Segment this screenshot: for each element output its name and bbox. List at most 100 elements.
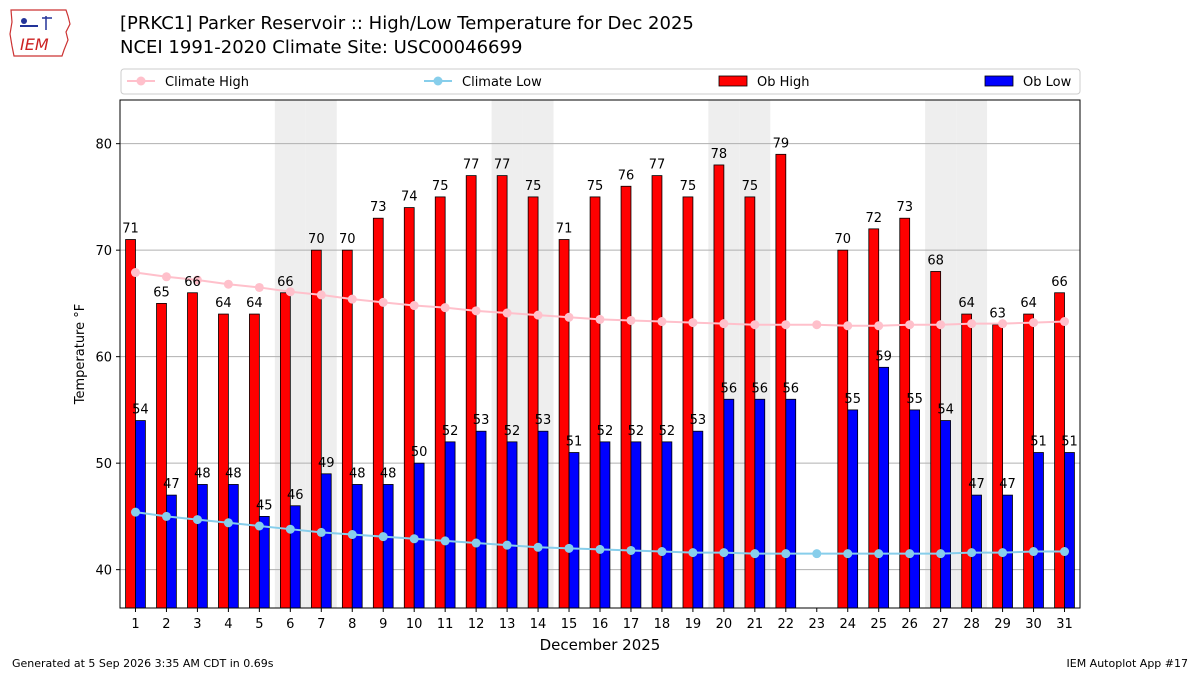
ob-high-bar-label: 77 (494, 158, 511, 173)
climate-low-point (347, 530, 357, 540)
ob-high-bar (280, 292, 291, 609)
ob-high-bar-label: 68 (927, 253, 944, 268)
ob-high-bar (682, 196, 694, 609)
chart-subtitle: NCEI 1991-2020 Climate Site: USC00046699 (120, 37, 523, 58)
x-tick-label: 21 (747, 617, 764, 632)
ob-low-bar (661, 441, 673, 609)
x-tick-label: 16 (592, 617, 609, 632)
climate-high-point (967, 319, 977, 329)
ob-high-bar-label: 66 (1051, 275, 1068, 290)
ob-low-bar-label: 48 (349, 466, 366, 481)
ob-low-bar-label: 54 (132, 403, 149, 418)
climate-low-point (533, 542, 543, 552)
app-id: IEM Autoplot App #17 (1066, 657, 1189, 670)
ob-high-bar (156, 303, 167, 609)
ob-low-bar (599, 441, 611, 609)
ob-high-bar (372, 217, 384, 609)
climate-high-point (223, 279, 233, 289)
ob-low-bar-label: 47 (163, 477, 180, 492)
x-tick-label: 8 (348, 617, 356, 632)
ob-high-bar-label: 64 (215, 296, 232, 311)
climate-high-point (750, 320, 760, 330)
climate-low-point (564, 543, 574, 553)
ob-high-bar-label: 72 (865, 211, 882, 226)
climate-high-point (502, 308, 512, 318)
ob-low-bar-label: 48 (225, 466, 242, 481)
climate-low-point (688, 548, 698, 558)
climate-high-point (409, 301, 419, 311)
climate-high-point (471, 306, 481, 316)
climate-high-point (564, 312, 574, 322)
ob-high-bar-label: 75 (525, 179, 542, 194)
ob-low-bar (444, 441, 456, 609)
climate-low-point (657, 547, 667, 557)
legend-marker-climate-high (136, 76, 146, 86)
ob-high-bar-label: 77 (649, 158, 666, 173)
x-tick-label: 25 (870, 617, 887, 632)
y-tick-label: 40 (95, 564, 112, 579)
ob-high-bar-label: 64 (958, 296, 975, 311)
ob-high-bar-label: 63 (989, 307, 1006, 322)
ob-low-bar (320, 473, 332, 609)
climate-low-point (812, 549, 822, 559)
ob-low-bar-label: 52 (628, 424, 645, 439)
climate-low-point (285, 524, 295, 534)
ob-low-bar-label: 52 (659, 424, 676, 439)
ob-low-bar-label: 48 (194, 466, 211, 481)
ob-low-bar-label: 51 (566, 435, 583, 450)
ob-low-bar (568, 452, 580, 609)
ob-high-bar-label: 75 (587, 179, 604, 194)
ob-low-bar-label: 59 (875, 349, 892, 364)
ob-low-bar-label: 55 (844, 392, 861, 407)
ob-low-bar-label: 52 (504, 424, 521, 439)
generated-timestamp: Generated at 5 Sep 2026 3:35 AM CDT in 0… (12, 657, 274, 670)
climate-high-point (905, 320, 915, 330)
logo-text: IEM (20, 35, 49, 54)
ob-low-bar-label: 52 (597, 424, 614, 439)
x-tick-label: 5 (255, 617, 263, 632)
x-tick-label: 23 (809, 617, 826, 632)
x-tick-label: 31 (1056, 617, 1073, 632)
ob-low-bar-label: 53 (535, 413, 552, 428)
x-tick-label: 14 (530, 617, 547, 632)
x-tick-label: 12 (468, 617, 485, 632)
legend-box (120, 68, 1081, 95)
climate-high-point (316, 290, 326, 300)
ob-low-bar (227, 484, 239, 609)
x-axis-label: December 2025 (540, 636, 661, 654)
ob-high-bar-label: 65 (153, 285, 170, 300)
legend-marker-climate-low (433, 76, 443, 86)
ob-low-bar (847, 409, 859, 609)
climate-lines (130, 268, 1070, 559)
x-tick-label: 27 (932, 617, 949, 632)
ob-low-bar (692, 430, 704, 609)
ob-low-bar-label: 48 (380, 466, 397, 481)
x-tick-label: 24 (839, 617, 856, 632)
climate-low-point (440, 536, 450, 546)
ob-low-bar (506, 441, 518, 609)
y-tick-label: 70 (95, 244, 112, 259)
ob-low-bar-label: 54 (937, 403, 954, 418)
x-tick-label: 9 (379, 617, 387, 632)
ob-low-bar (475, 430, 487, 609)
x-tick-label: 19 (685, 617, 702, 632)
ob-low-bar-label: 53 (473, 413, 490, 428)
climate-high-point (533, 310, 543, 320)
climate-high-point (719, 319, 729, 329)
climate-high-point (161, 272, 171, 282)
climate-high-point (688, 318, 698, 328)
ob-low-bar-label: 56 (782, 381, 799, 396)
climate-low-point (626, 545, 636, 555)
ob-high-bar (341, 249, 353, 609)
ob-high-bar-label: 66 (277, 275, 294, 290)
x-tick-label: 20 (716, 617, 733, 632)
ob-low-bar (289, 505, 301, 609)
ob-high-bar (249, 313, 260, 609)
ob-high-bar-label: 70 (339, 232, 356, 247)
x-tick-label: 17 (623, 617, 640, 632)
ob-high-bar (187, 292, 198, 609)
ob-high-bar-label: 70 (835, 232, 852, 247)
ob-low-bar (537, 430, 549, 609)
